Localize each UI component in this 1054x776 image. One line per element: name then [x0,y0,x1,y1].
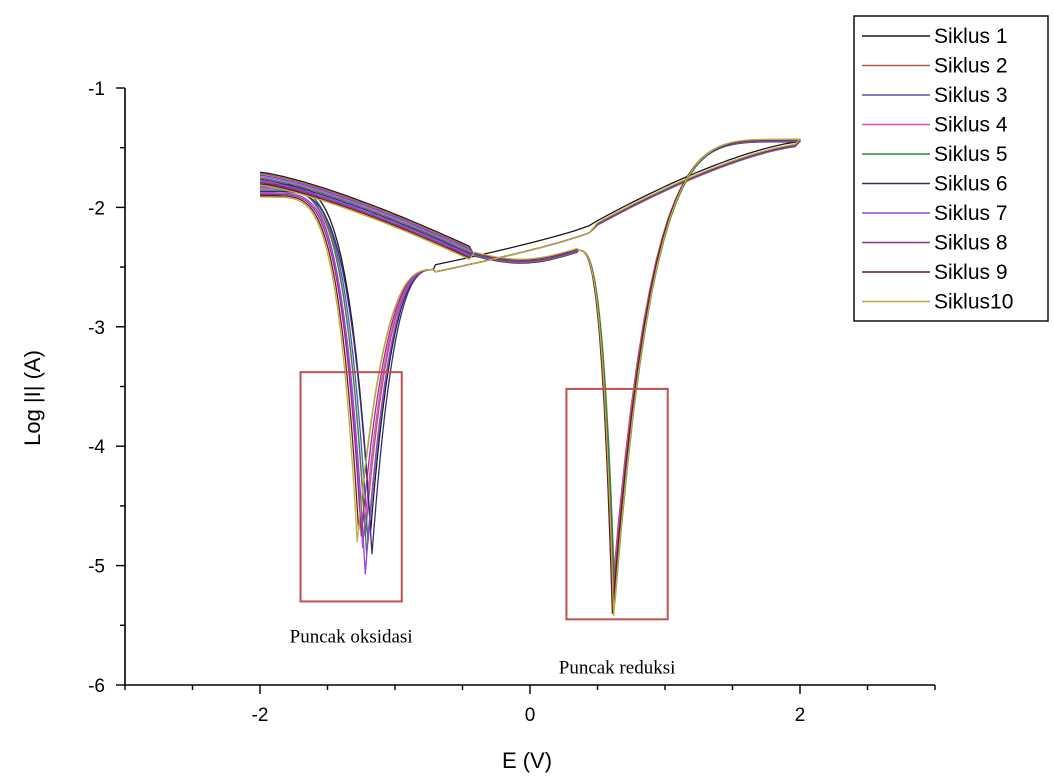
series-line-5 [259,140,801,603]
y-tick-label: -2 [88,198,105,219]
x-tick-label: 0 [525,705,536,726]
legend-label: Siklus 7 [934,202,1008,225]
legend-label: Siklus 3 [934,84,1008,107]
legend-label: Siklus 2 [934,55,1008,78]
series-line-8 [259,139,801,612]
annotation-layer: Puncak oksidasi Puncak reduksi [290,371,676,678]
legend-label: Siklus 6 [934,173,1008,196]
legend: Siklus 1 Siklus 2 Siklus 3 Siklus 4 Siklus 5… [853,15,1049,322]
annotation-box-2 [565,387,669,621]
series-line-3 [259,140,801,597]
y-tick-label: -1 [88,79,105,100]
y-tick-label: -6 [88,676,105,697]
series-line-2 [259,140,801,591]
series-layer [259,138,801,617]
y-tick-label: -3 [88,318,105,339]
series-line-6 [259,139,801,609]
legend-label: Siklus10 [934,291,1013,314]
y-tick-label: -5 [88,557,105,578]
series-line-7 [259,139,801,609]
x-axis-title: E (V) [502,748,552,773]
series-line-10 [259,138,801,617]
legend-label: Siklus 1 [934,25,1008,48]
legend-box [853,15,1049,322]
legend-label: Siklus 8 [934,232,1008,255]
annotation-box-1 [299,371,403,603]
axes: -2 0 2 -6 -5 -4 -3 -2 -1 [88,79,936,726]
x-tick-label: -2 [252,705,269,726]
y-axis-title: Log |I| (A) [20,350,45,446]
legend-label: Siklus 4 [934,114,1008,137]
legend-label: Siklus 9 [934,261,1008,284]
legend-label: Siklus 5 [934,143,1008,166]
y-tick-label: -4 [88,437,105,458]
annotation-label-1: Puncak oksidasi [290,626,413,647]
x-tick-label: 2 [795,705,806,726]
series-line-9 [259,138,801,615]
annotation-label-2: Puncak reduksi [559,657,676,678]
